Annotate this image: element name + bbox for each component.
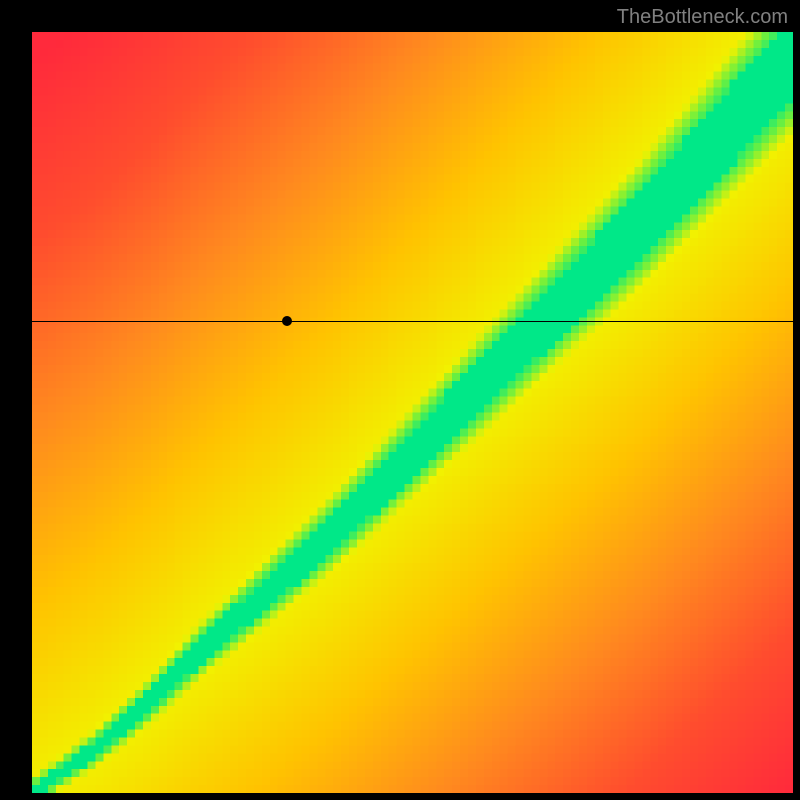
heatmap-plot-area (32, 32, 793, 793)
crosshair-horizontal (32, 321, 793, 322)
heatmap-canvas (32, 32, 793, 793)
crosshair-marker (282, 316, 292, 326)
watermark-text: TheBottleneck.com (617, 6, 788, 29)
